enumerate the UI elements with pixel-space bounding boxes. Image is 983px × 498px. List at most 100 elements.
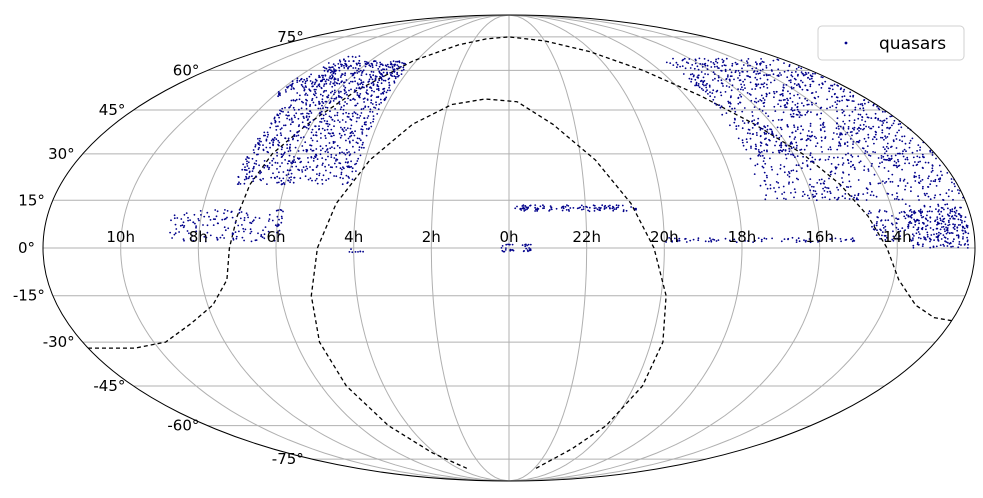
quasar-point (764, 180, 766, 182)
quasar-point (948, 221, 950, 224)
quasar-point (522, 204, 525, 207)
quasar-point (286, 162, 289, 165)
quasar-point (328, 66, 331, 69)
quasar-point (880, 229, 882, 232)
quasar-point (858, 161, 861, 164)
quasar-point (360, 81, 363, 84)
quasar-point (237, 175, 240, 178)
quasar-point (923, 236, 925, 239)
quasar-point (331, 70, 333, 73)
quasar-point (851, 240, 854, 243)
quasar-point (749, 64, 751, 67)
quasar-point (834, 101, 837, 103)
quasar-point (313, 83, 316, 86)
quasar-point (862, 123, 865, 126)
quasar-point (522, 207, 525, 210)
quasar-point (243, 239, 246, 242)
quasar-point (692, 238, 695, 241)
quasar-point (301, 80, 304, 83)
quasar-point (929, 150, 932, 153)
quasar-point (360, 146, 363, 149)
quasar-point (881, 180, 884, 183)
quasar-point (719, 91, 722, 94)
quasar-point (716, 89, 719, 92)
quasar-point (276, 162, 279, 164)
dec-tick-label: -60° (167, 417, 199, 435)
quasar-point (306, 167, 309, 170)
quasar-point (304, 141, 307, 144)
quasar-point (285, 91, 287, 93)
quasar-point (857, 117, 860, 120)
quasar-point (810, 101, 813, 104)
quasar-point (815, 145, 817, 148)
quasar-point (750, 147, 752, 149)
quasar-point (882, 224, 884, 227)
quasar-point (329, 81, 332, 83)
quasar-point (954, 206, 957, 209)
quasar-point (780, 240, 783, 243)
quasar-point (329, 110, 331, 113)
quasar-point (943, 236, 946, 239)
quasar-point (767, 115, 770, 117)
quasar-point (951, 210, 954, 213)
quasar-point (169, 231, 172, 234)
quasar-point (275, 125, 277, 128)
quasar-point (919, 160, 921, 163)
quasar-point (356, 82, 359, 85)
quasar-point (385, 68, 388, 71)
quasar-point (846, 99, 849, 102)
quasar-point (566, 204, 568, 207)
quasar-point (348, 177, 350, 179)
meridian-line (508, 14, 588, 482)
quasar-point (940, 238, 943, 240)
quasar-point (295, 135, 298, 137)
quasar-point (562, 205, 565, 208)
quasar-point (737, 69, 740, 72)
quasar-point (272, 157, 275, 160)
quasar-point (580, 204, 583, 207)
quasar-point (872, 194, 875, 197)
quasar-point (717, 239, 720, 242)
quasar-point (697, 68, 700, 71)
quasar-point (912, 156, 915, 159)
quasar-point (841, 111, 844, 114)
quasar-point (310, 156, 313, 159)
quasar-point (908, 221, 910, 224)
quasar-point (352, 60, 355, 63)
quasar-point (892, 235, 895, 238)
quasar-point (291, 162, 293, 165)
quasar-point (799, 114, 802, 116)
quasar-point (280, 183, 283, 186)
quasar-point (599, 207, 602, 210)
quasar-point (904, 229, 906, 232)
quasar-point (877, 182, 880, 185)
quasar-point (766, 78, 769, 81)
quasar-point (684, 67, 687, 70)
quasar-point (688, 77, 691, 80)
quasar-point (950, 245, 952, 248)
quasar-point (819, 107, 822, 110)
quasar-point (829, 146, 832, 149)
quasar-point (741, 120, 744, 122)
quasar-point (818, 179, 821, 181)
quasar-point (746, 60, 748, 62)
quasar-point (878, 210, 881, 213)
quasar-point (320, 80, 322, 83)
quasar-point (317, 107, 320, 110)
quasar-point (778, 151, 781, 154)
quasar-point (335, 166, 338, 168)
quasar-point (759, 184, 762, 187)
ra-tick-label: 10h (106, 228, 135, 246)
quasar-point (931, 210, 933, 213)
quasar-point (260, 179, 262, 182)
quasar-point (872, 228, 875, 231)
quasar-point (713, 63, 716, 66)
quasar-point (804, 97, 806, 100)
quasar-point (887, 147, 890, 150)
quasar-point (903, 178, 906, 181)
quasar-point (806, 111, 808, 114)
quasar-point (786, 97, 788, 100)
quasar-point (941, 226, 943, 229)
quasar-point (874, 151, 876, 154)
quasar-point (363, 101, 365, 103)
